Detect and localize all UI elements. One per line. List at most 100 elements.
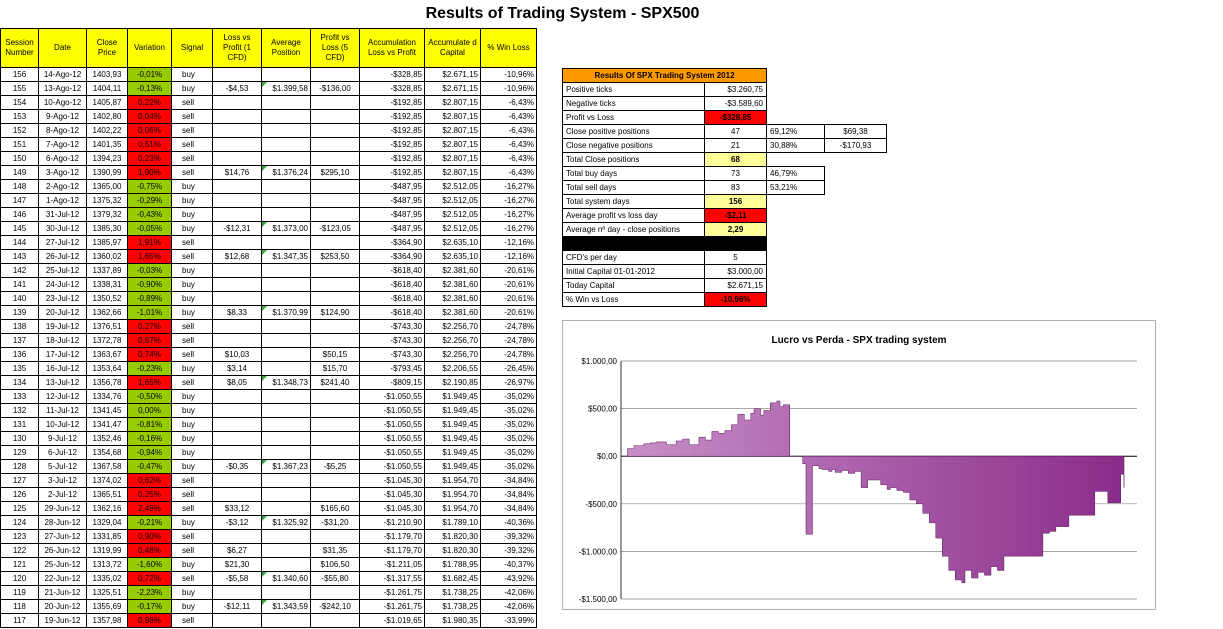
cell-date[interactable]: 10-Jul-12: [38, 417, 87, 432]
cell-capital[interactable]: $1.954,70: [424, 487, 481, 502]
cell-date[interactable]: 2-Ago-12: [38, 179, 87, 194]
cell-profit-loss[interactable]: [310, 417, 360, 432]
cell-date[interactable]: 6-Jul-12: [38, 445, 87, 460]
summary-label[interactable]: CFD's per day: [562, 250, 705, 265]
cell-date[interactable]: 12-Jul-12: [38, 389, 87, 404]
cell-session[interactable]: 132: [0, 403, 39, 418]
cell-win[interactable]: -6,43%: [480, 95, 537, 110]
profit-loss-chart[interactable]: $1.000,00 $500,00 $0,00 -$500,00 -$1.000,00 -…: [563, 321, 1155, 609]
cell-date[interactable]: 14-Ago-12: [38, 67, 87, 82]
cell-win[interactable]: -6,43%: [480, 109, 537, 124]
cell-close[interactable]: 1365,00: [86, 179, 128, 194]
cell-date[interactable]: 26-Jul-12: [38, 249, 87, 264]
cell-win[interactable]: -35,02%: [480, 445, 537, 460]
cell-date[interactable]: 31-Jul-12: [38, 207, 87, 222]
cell-avg[interactable]: [261, 361, 311, 376]
cell-loss-profit[interactable]: [212, 417, 262, 432]
cell-signal[interactable]: buy: [171, 277, 213, 292]
cell-capital[interactable]: $2.381,60: [424, 277, 481, 292]
summary-value[interactable]: $3.000,00: [704, 264, 767, 279]
cell-profit-loss[interactable]: [310, 403, 360, 418]
cell-avg[interactable]: [261, 501, 311, 516]
cell-win[interactable]: -16,27%: [480, 221, 537, 236]
cell-session[interactable]: 149: [0, 165, 39, 180]
cell-accum[interactable]: -$192,85: [359, 123, 425, 138]
cell-win[interactable]: -6,43%: [480, 165, 537, 180]
cell-avg[interactable]: $1.370,99: [261, 305, 311, 320]
cell-capital[interactable]: $2.512,05: [424, 207, 481, 222]
cell-avg[interactable]: [261, 95, 311, 110]
cell-loss-profit[interactable]: [212, 263, 262, 278]
cell-close[interactable]: 1360,02: [86, 249, 128, 264]
cell-accum[interactable]: -$487,95: [359, 207, 425, 222]
cell-session[interactable]: 134: [0, 375, 39, 390]
cell-profit-loss[interactable]: $15,70: [310, 361, 360, 376]
cell-avg[interactable]: [261, 389, 311, 404]
cell-variation[interactable]: 0,62%: [127, 473, 172, 488]
cell-date[interactable]: 19-Jul-12: [38, 319, 87, 334]
cell-avg[interactable]: $1.340,60: [261, 571, 311, 586]
cell-signal[interactable]: buy: [171, 557, 213, 572]
cell-accum[interactable]: -$192,85: [359, 137, 425, 152]
cell-loss-profit[interactable]: [212, 529, 262, 544]
cell-capital[interactable]: $1.788,95: [424, 557, 481, 572]
cell-win[interactable]: -24,78%: [480, 319, 537, 334]
cell-capital[interactable]: $1.949,45: [424, 431, 481, 446]
cell-loss-profit[interactable]: $8,05: [212, 375, 262, 390]
cell-close[interactable]: 1362,66: [86, 305, 128, 320]
cell-session[interactable]: 117: [0, 613, 39, 628]
cell-capital[interactable]: $1.820,30: [424, 529, 481, 544]
cell-capital[interactable]: $1.682,45: [424, 571, 481, 586]
cell-session[interactable]: 154: [0, 95, 39, 110]
cell-loss-profit[interactable]: $12,68: [212, 249, 262, 264]
cell-close[interactable]: 1390,99: [86, 165, 128, 180]
cell-accum[interactable]: -$1.050,55: [359, 403, 425, 418]
cell-capital[interactable]: $2.381,60: [424, 263, 481, 278]
cell-variation[interactable]: 0,51%: [127, 137, 172, 152]
cell-date[interactable]: 23-Jul-12: [38, 291, 87, 306]
cell-win[interactable]: -24,78%: [480, 347, 537, 362]
cell-capital[interactable]: $2.807,15: [424, 95, 481, 110]
cell-signal[interactable]: buy: [171, 67, 213, 82]
cell-variation[interactable]: 0,04%: [127, 109, 172, 124]
cell-close[interactable]: 1329,04: [86, 515, 128, 530]
cell-profit-loss[interactable]: [310, 613, 360, 628]
cell-avg[interactable]: [261, 277, 311, 292]
cell-variation[interactable]: -0,75%: [127, 179, 172, 194]
cell-variation[interactable]: 0,74%: [127, 347, 172, 362]
cell-win[interactable]: -12,16%: [480, 249, 537, 264]
cell-loss-profit[interactable]: [212, 613, 262, 628]
cell-variation[interactable]: -0,03%: [127, 263, 172, 278]
chart-area[interactable]: $1.000,00 $500,00 $0,00 -$500,00 -$1.000,00 -…: [562, 320, 1156, 610]
cell-profit-loss[interactable]: [310, 137, 360, 152]
cell-signal[interactable]: sell: [171, 333, 213, 348]
cell-accum[interactable]: -$743,30: [359, 347, 425, 362]
cell-loss-profit[interactable]: [212, 67, 262, 82]
cell-accum[interactable]: -$793,45: [359, 361, 425, 376]
cell-avg[interactable]: $1.343,59: [261, 599, 311, 614]
cell-profit-loss[interactable]: [310, 431, 360, 446]
cell-avg[interactable]: [261, 123, 311, 138]
cell-session[interactable]: 119: [0, 585, 39, 600]
cell-variation[interactable]: 0,90%: [127, 529, 172, 544]
cell-close[interactable]: 1365,51: [86, 487, 128, 502]
summary-label[interactable]: Negative ticks: [562, 96, 705, 111]
cell-close[interactable]: 1379,32: [86, 207, 128, 222]
cell-variation[interactable]: -0,01%: [127, 67, 172, 82]
cell-capital[interactable]: $2.635,10: [424, 249, 481, 264]
summary-value[interactable]: 69,12%: [766, 124, 825, 139]
cell-loss-profit[interactable]: [212, 95, 262, 110]
cell-session[interactable]: 148: [0, 179, 39, 194]
cell-variation[interactable]: 1,91%: [127, 235, 172, 250]
cell-profit-loss[interactable]: [310, 291, 360, 306]
cell-capital[interactable]: $2.512,05: [424, 221, 481, 236]
cell-date[interactable]: 6-Ago-12: [38, 151, 87, 166]
cell-win[interactable]: -34,84%: [480, 487, 537, 502]
cell-session[interactable]: 124: [0, 515, 39, 530]
cell-avg[interactable]: [261, 403, 311, 418]
cell-close[interactable]: 1405,87: [86, 95, 128, 110]
cell-loss-profit[interactable]: [212, 151, 262, 166]
cell-variation[interactable]: 0,48%: [127, 543, 172, 558]
cell-close[interactable]: 1362,16: [86, 501, 128, 516]
cell-avg[interactable]: [261, 137, 311, 152]
